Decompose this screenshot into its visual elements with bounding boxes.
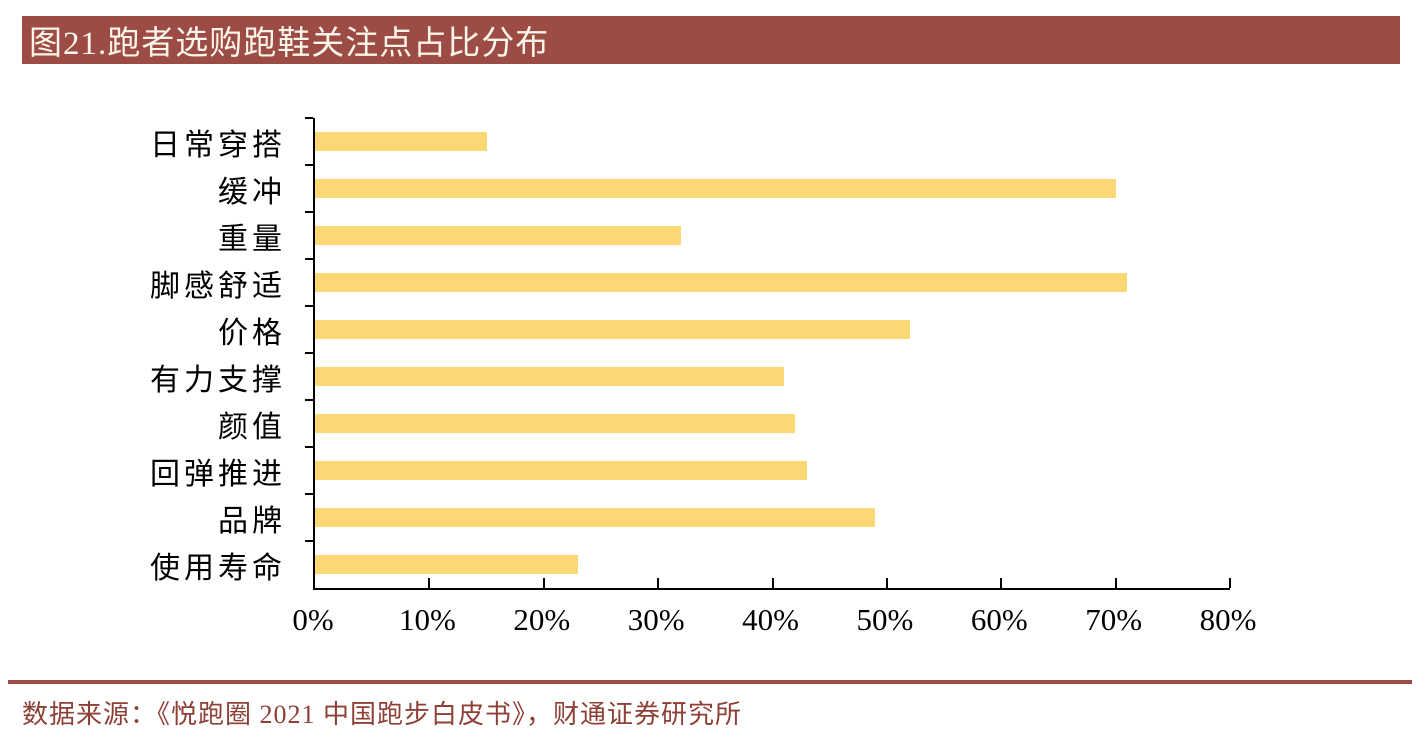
- category-label: 脚感舒适: [150, 269, 286, 303]
- x-tick-label: 40%: [742, 602, 799, 637]
- bar: [315, 367, 784, 386]
- bar: [315, 179, 1116, 198]
- x-tick-label: 60%: [970, 602, 1028, 637]
- y-axis-tick: [305, 540, 313, 542]
- category-label: 品牌: [218, 504, 286, 538]
- x-axis-tick: [1000, 578, 1003, 588]
- category-label: 价格: [218, 316, 286, 350]
- x-tick-label: 10%: [398, 602, 456, 637]
- x-tick-label: 20%: [513, 602, 571, 637]
- category-labels: 日常穿搭缓冲重量脚感舒适价格有力支撑颜值回弹推进品牌使用寿命: [0, 118, 299, 588]
- category-label: 使用寿命: [150, 551, 286, 585]
- bar-chart: 日常穿搭缓冲重量脚感舒适价格有力支撑颜值回弹推进品牌使用寿命 0% 10% 20% 3…: [0, 117, 1420, 646]
- x-tick-label: 50%: [856, 602, 914, 637]
- bar: [315, 226, 681, 245]
- category-label: 重量: [218, 222, 286, 256]
- x-tick-label: 30%: [627, 602, 685, 637]
- y-axis-tick: [305, 211, 313, 213]
- y-axis-tick: [305, 399, 313, 401]
- y-axis-tick: [305, 117, 313, 119]
- bar: [315, 320, 910, 339]
- y-axis-tick: [305, 305, 313, 307]
- category-label: 颜值: [218, 410, 286, 444]
- y-axis-tick: [305, 446, 313, 448]
- category-label: 回弹推进: [150, 457, 286, 491]
- bar: [315, 414, 796, 433]
- x-axis-tick: [1229, 578, 1231, 588]
- bar: [315, 132, 487, 151]
- bar: [315, 508, 876, 527]
- category-label: 缓冲: [218, 175, 286, 209]
- x-axis-tick: [428, 578, 431, 588]
- x-axis-labels: 0% 10% 20% 30% 40% 50% 60% 70% 80%: [0, 602, 1420, 646]
- figure-title: 图21.跑者选购跑鞋关注点占比分布: [29, 26, 550, 62]
- figure-title-bar: 图21.跑者选购跑鞋关注点占比分布: [22, 16, 1400, 64]
- x-tick-label: 70%: [1085, 602, 1143, 637]
- x-axis-tick: [885, 578, 888, 588]
- x-axis-tick: [771, 578, 774, 588]
- category-label: 有力支撑: [150, 363, 286, 397]
- y-axis-tick: [305, 352, 313, 354]
- x-axis-tick: [542, 578, 545, 588]
- bar: [315, 555, 579, 574]
- x-tick-label: 80%: [1199, 602, 1257, 637]
- bar: [315, 461, 807, 480]
- y-axis-tick: [305, 493, 313, 495]
- y-axis-tick: [305, 164, 313, 166]
- x-tick-label: 0%: [292, 602, 334, 637]
- divider-line: [8, 680, 1412, 684]
- x-axis-tick: [1114, 578, 1117, 588]
- plot-area: [305, 117, 1231, 590]
- y-axis-tick: [305, 258, 313, 260]
- bar: [315, 273, 1128, 292]
- x-axis-tick: [657, 578, 660, 588]
- category-label: 日常穿搭: [150, 128, 286, 162]
- source-note: 数据来源：《悦跑圈 2021 中国跑步白皮书》，财通证券研究所: [22, 700, 743, 729]
